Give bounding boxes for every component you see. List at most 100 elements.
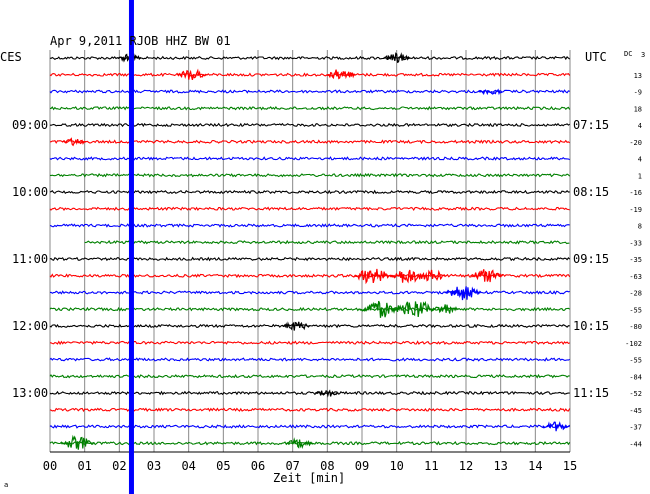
event-burst <box>359 300 399 318</box>
dc-offset-label: -84 <box>629 373 642 381</box>
x-tick-label: 12 <box>459 459 473 473</box>
right-time-label: 09:15 <box>573 252 609 266</box>
trace-row-8 <box>49 189 570 195</box>
trace-row-10 <box>49 223 570 228</box>
dc-offset-label: -52 <box>629 390 642 398</box>
trace-row-20 <box>49 390 570 396</box>
trace-row-4 <box>49 122 571 128</box>
dc-offset-label: 1 <box>638 172 642 180</box>
left-timezone-label: CES <box>0 50 22 64</box>
event-burst <box>354 268 391 285</box>
trace-row-18 <box>49 357 570 362</box>
left-time-label: 13:00 <box>12 386 48 400</box>
x-tick-label: 14 <box>528 459 542 473</box>
dc-offset-label: -37 <box>629 424 642 432</box>
event-burst <box>315 389 339 398</box>
trace-row-17 <box>50 340 570 346</box>
x-tick-label: 06 <box>251 459 265 473</box>
dc-offset-label: -63 <box>629 273 642 281</box>
event-burst <box>478 88 502 96</box>
left-time-labels: 09:00 10:00 11:00 12:00 13:00 <box>12 118 48 400</box>
footer-mark: a <box>4 481 8 489</box>
plot-grid <box>49 50 571 453</box>
event-burst <box>326 69 357 80</box>
right-time-label: 07:15 <box>573 118 609 132</box>
right-timezone-label: UTC <box>585 50 607 64</box>
right-time-label: 10:15 <box>573 319 609 333</box>
x-tick-label: 00 <box>43 459 57 473</box>
trace-row-13 <box>49 273 571 279</box>
left-time-label: 09:00 <box>12 118 48 132</box>
x-tick-label: 08 <box>320 459 334 473</box>
event-burst <box>285 437 314 450</box>
dc-offset-label: -20 <box>629 139 642 147</box>
trace-row-5 <box>50 139 571 145</box>
dc-offset-label: 4 <box>638 156 642 164</box>
event-burst <box>444 286 481 301</box>
dc-offset-labels: 13 -9 18 4 -20 4 1 -16 -19 8 -33 -35 -63 -28 -55 -80 -10… <box>625 72 642 449</box>
trace-row-7 <box>49 172 571 178</box>
dc-offset-label: -55 <box>629 306 642 314</box>
right-time-label: 08:15 <box>573 185 609 199</box>
dc-offset-label: 4 <box>638 122 642 130</box>
dc-offset-label: -45 <box>629 407 642 415</box>
x-tick-label: 01 <box>77 459 91 473</box>
x-tick-label: 04 <box>181 459 195 473</box>
x-tick-label: 05 <box>216 459 230 473</box>
event-burst <box>282 321 310 331</box>
right-time-labels: 07:15 08:15 09:15 10:15 11:15 <box>573 118 609 400</box>
trace-row-16 <box>49 323 570 329</box>
left-time-label: 11:00 <box>12 252 48 266</box>
trace-row-19 <box>49 373 570 379</box>
event-burst <box>60 434 95 450</box>
x-tick-label: 07 <box>285 459 299 473</box>
dc-offset-label: -33 <box>629 239 642 247</box>
trace-row-14 <box>49 290 570 295</box>
seismic-events <box>60 52 570 450</box>
dc-offset-label: -35 <box>629 256 642 264</box>
dc-offset-label: 8 <box>638 223 642 231</box>
x-tick-label: 11 <box>424 459 438 473</box>
trace-row-9 <box>49 206 570 212</box>
trace-row-22 <box>49 424 571 429</box>
left-time-label: 12:00 <box>12 319 48 333</box>
trace-row-15 <box>49 306 571 312</box>
dc-offset-label: 13 <box>634 72 642 80</box>
event-burst <box>470 269 504 283</box>
left-time-label: 10:00 <box>12 185 48 199</box>
event-burst <box>416 269 447 282</box>
event-burst <box>62 137 86 147</box>
dc-offset-label: 18 <box>634 105 642 113</box>
dc-label: DC <box>624 50 632 58</box>
dc-offset-label: -102 <box>625 340 642 348</box>
dc-offset-label: -44 <box>629 440 642 448</box>
x-tick-label: 10 <box>389 459 403 473</box>
x-tick-label: 13 <box>493 459 507 473</box>
trace-row-21 <box>49 407 571 413</box>
x-tick-label: 15 <box>563 459 577 473</box>
event-burst <box>542 421 570 432</box>
dc-marker: 3 <box>641 51 645 59</box>
trace-row-1 <box>49 72 571 77</box>
trace-row-3 <box>49 105 571 111</box>
x-tick-label: 09 <box>355 459 369 473</box>
trace-row-23 <box>49 440 571 446</box>
event-burst <box>431 304 459 314</box>
x-axis-ticks: 00 01 02 03 04 05 06 07 08 09 10 11 12 13 14 15 <box>43 459 577 473</box>
trace-row-11 <box>84 239 570 245</box>
dc-offset-label: -28 <box>629 290 642 298</box>
dc-offset-label: -16 <box>629 189 642 197</box>
dc-offset-label: -55 <box>629 357 642 365</box>
x-tick-label: 03 <box>147 459 161 473</box>
event-burst <box>176 68 207 81</box>
x-tick-label: 02 <box>112 459 126 473</box>
right-time-label: 11:15 <box>573 386 609 400</box>
x-axis-label: Zeit [min] <box>273 471 345 485</box>
chart-title: Apr 9,2011 RJOB HHZ BW 01 <box>50 34 231 48</box>
event-burst <box>383 52 411 64</box>
trace-row-6 <box>49 156 570 161</box>
dc-offset-label: -19 <box>629 206 642 214</box>
event-burst <box>392 300 435 317</box>
